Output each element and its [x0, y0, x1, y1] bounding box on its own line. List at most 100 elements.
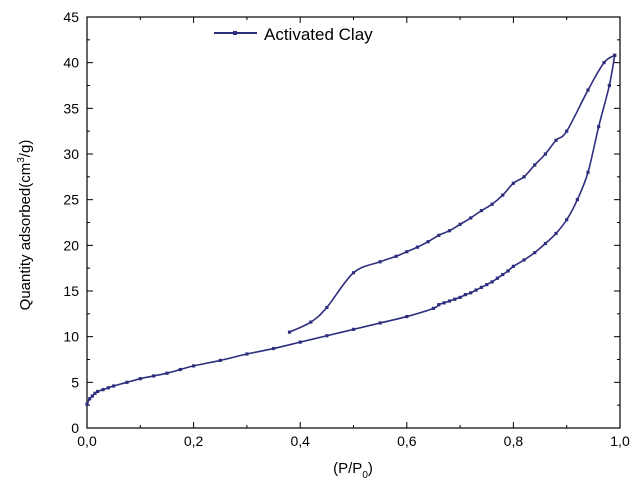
adsorption-point — [101, 388, 105, 392]
adsorption-point — [453, 297, 457, 301]
adsorption-point — [378, 321, 382, 325]
desorption-point — [613, 53, 617, 57]
adsorption-point — [93, 391, 97, 395]
desorption-curve — [289, 54, 616, 333]
adsorption-curve — [86, 55, 616, 405]
y-tick-label: 5 — [71, 374, 79, 390]
desorption-point — [287, 330, 292, 334]
adsorption-point — [511, 264, 515, 268]
adsorption-point — [106, 386, 110, 390]
y-tick-label: 25 — [63, 192, 79, 208]
adsorption-point — [325, 334, 329, 338]
adsorption-point — [85, 402, 89, 406]
adsorption-point — [533, 251, 537, 255]
x-tick-label: 0,0 — [77, 433, 97, 449]
adsorption-point — [479, 285, 484, 289]
adsorption-point — [405, 314, 409, 319]
desorption-point — [325, 305, 329, 310]
desorption-point — [533, 163, 537, 167]
adsorption-point — [554, 231, 558, 236]
adsorption-point — [112, 384, 116, 388]
x-tick-label: 1,0 — [610, 433, 630, 449]
desorption-point — [447, 229, 452, 233]
y-tick-labels: 0 5 10 15 20 25 30 35 40 45 — [63, 9, 79, 436]
adsorption-point — [485, 283, 489, 287]
desorption-point — [586, 88, 590, 92]
desorption-point — [437, 233, 441, 237]
adsorption-point — [607, 83, 611, 88]
desorption-point — [394, 254, 398, 258]
adsorption-point — [597, 125, 601, 129]
y-tick-label: 15 — [63, 283, 79, 299]
adsorption-point — [575, 198, 579, 202]
plot-frame — [86, 16, 621, 429]
adsorption-point — [543, 241, 547, 246]
adsorption-point — [437, 303, 441, 307]
desorption-point — [309, 320, 313, 324]
adsorption-point — [565, 218, 569, 222]
adsorption-point — [218, 358, 222, 363]
adsorption-point — [152, 374, 156, 378]
adsorption-point — [96, 389, 100, 394]
adsorption-point — [298, 340, 302, 344]
adsorption-point — [495, 276, 500, 280]
adsorption-point — [88, 397, 92, 401]
adsorption-point — [458, 295, 462, 299]
y-axis-label: Quantity adsorbed(cm3/g) — [16, 140, 34, 311]
desorption-point — [501, 193, 505, 197]
adsorption-point — [125, 380, 129, 384]
adsorption-point — [138, 377, 142, 381]
desorption-point — [458, 222, 462, 226]
desorption-point — [469, 216, 473, 220]
legend: Activated Clay — [214, 25, 373, 44]
adsorption-point — [192, 364, 196, 368]
adsorption-point — [178, 367, 182, 372]
adsorption-point — [501, 272, 505, 277]
x-tick-labels: 0,0 0,2 0,4 0,6 0,8 1,0 — [77, 433, 630, 449]
desorption-point — [490, 202, 494, 206]
desorption-point — [351, 271, 356, 275]
adsorption-point — [586, 170, 590, 174]
desorption-point — [405, 250, 409, 254]
adsorption-point — [522, 258, 526, 262]
y-tick-label: 45 — [63, 9, 79, 25]
adsorption-point — [90, 394, 94, 398]
x-tick-label: 0,4 — [290, 433, 310, 449]
adsorption-point — [474, 288, 478, 292]
y-tick-label: 20 — [63, 237, 79, 253]
adsorption-point — [442, 301, 446, 305]
adsorption-point — [351, 327, 356, 331]
desorption-point — [565, 129, 569, 133]
legend-label: Activated Clay — [264, 25, 373, 44]
adsorption-point — [463, 293, 468, 297]
adsorption-point — [490, 280, 494, 284]
series-layer — [85, 53, 617, 406]
desorption-point — [554, 138, 558, 142]
legend-marker — [233, 31, 237, 35]
y-tick-label: 30 — [63, 146, 79, 162]
x-tick-label: 0,8 — [504, 433, 524, 449]
axis-ticks — [86, 16, 621, 429]
desorption-point — [511, 181, 515, 185]
desorption-point — [378, 260, 382, 264]
y-tick-label: 40 — [63, 55, 79, 71]
adsorption-point — [469, 291, 473, 295]
x-tick-label: 0,6 — [397, 433, 417, 449]
x-tick-label: 0,2 — [184, 433, 204, 449]
adsorption-point — [431, 306, 436, 310]
adsorption-point — [245, 352, 249, 356]
adsorption-point — [506, 269, 510, 273]
desorption-point — [522, 175, 526, 179]
y-tick-label: 0 — [71, 420, 79, 436]
desorption-point — [479, 209, 484, 213]
adsorption-point — [447, 299, 452, 303]
y-tick-label: 10 — [63, 329, 79, 345]
x-axis-label: (P/P0) — [333, 460, 373, 481]
adsorption-point — [271, 346, 276, 351]
desorption-point — [602, 61, 606, 65]
desorption-point — [426, 240, 430, 244]
desorption-point — [415, 245, 420, 249]
y-tick-label: 35 — [63, 100, 79, 116]
adsorption-point — [165, 371, 169, 375]
